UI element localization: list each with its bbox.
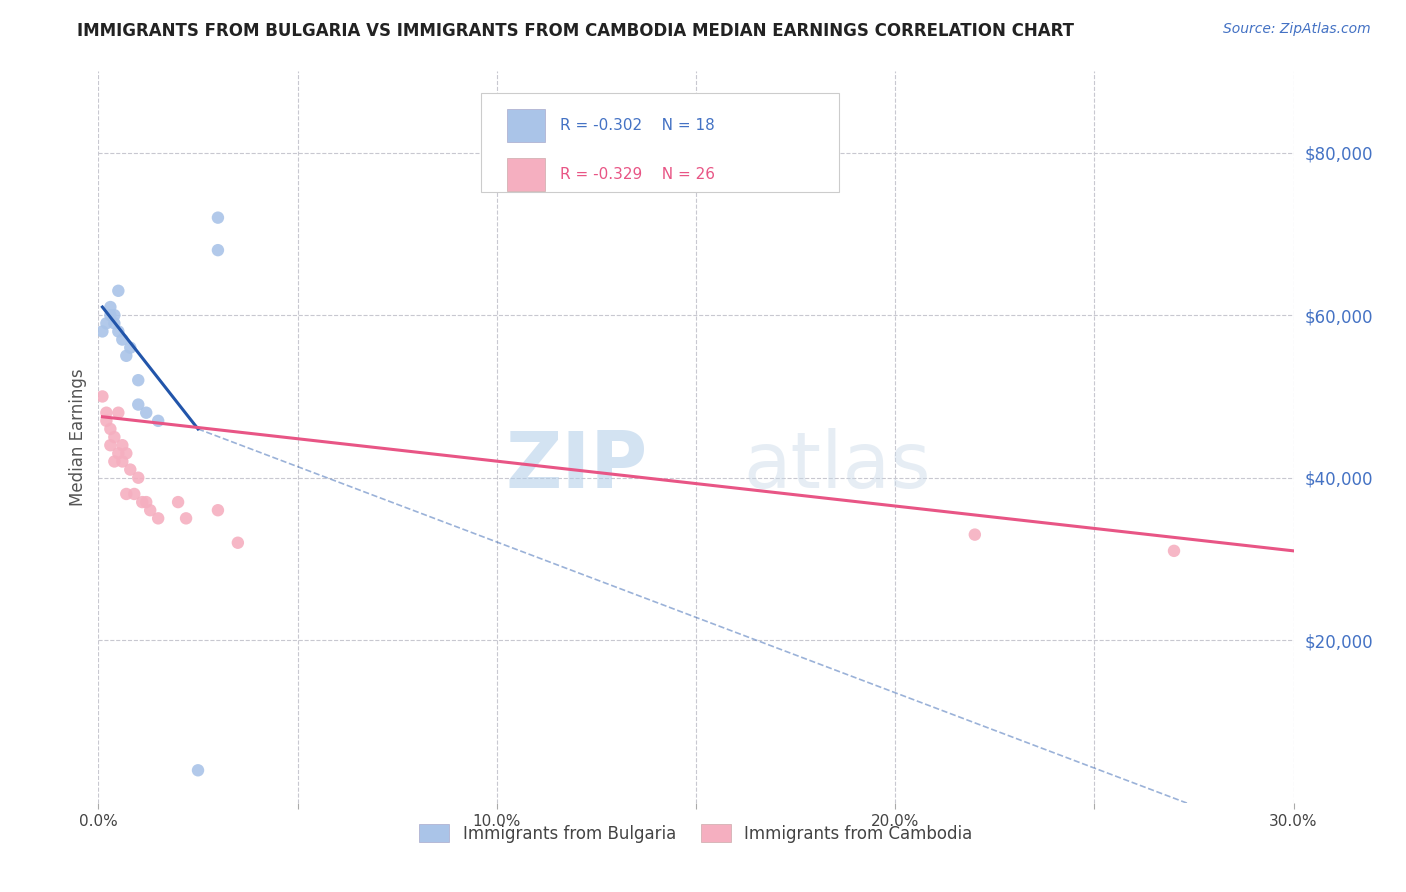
Point bbox=[98, 422, 122, 436]
Legend: Immigrants from Bulgaria, Immigrants from Cambodia: Immigrants from Bulgaria, Immigrants fro… bbox=[413, 818, 979, 849]
Point bbox=[187, 764, 209, 778]
Point bbox=[120, 462, 142, 476]
Bar bbox=[508, 159, 546, 191]
Point bbox=[107, 446, 129, 460]
Point bbox=[107, 284, 129, 298]
Text: atlas: atlas bbox=[744, 428, 931, 504]
Point bbox=[139, 503, 162, 517]
Point bbox=[98, 308, 122, 322]
Point bbox=[96, 414, 118, 428]
Point bbox=[103, 454, 125, 468]
Point bbox=[127, 398, 149, 412]
Point bbox=[115, 349, 138, 363]
Point bbox=[127, 373, 149, 387]
Point bbox=[131, 495, 153, 509]
Point bbox=[115, 487, 138, 501]
Point bbox=[1163, 544, 1185, 558]
Point bbox=[115, 446, 138, 460]
Point bbox=[174, 511, 197, 525]
Text: IMMIGRANTS FROM BULGARIA VS IMMIGRANTS FROM CAMBODIA MEDIAN EARNINGS CORRELATION: IMMIGRANTS FROM BULGARIA VS IMMIGRANTS F… bbox=[77, 22, 1074, 40]
Text: R = -0.329    N = 26: R = -0.329 N = 26 bbox=[560, 168, 714, 182]
Point bbox=[127, 471, 149, 485]
Text: ZIP: ZIP bbox=[506, 428, 648, 504]
Point bbox=[148, 511, 170, 525]
Point bbox=[111, 333, 134, 347]
Point bbox=[96, 406, 118, 420]
Point bbox=[98, 300, 122, 314]
Point bbox=[103, 316, 125, 330]
Point bbox=[107, 406, 129, 420]
Point bbox=[91, 389, 114, 403]
Point bbox=[96, 316, 118, 330]
Y-axis label: Median Earnings: Median Earnings bbox=[69, 368, 87, 506]
Bar bbox=[508, 110, 546, 143]
Text: Source: ZipAtlas.com: Source: ZipAtlas.com bbox=[1223, 22, 1371, 37]
FancyBboxPatch shape bbox=[481, 94, 839, 192]
Point bbox=[207, 243, 229, 257]
Point bbox=[120, 341, 142, 355]
Point bbox=[98, 438, 122, 452]
Point bbox=[103, 430, 125, 444]
Point bbox=[135, 495, 157, 509]
Point bbox=[207, 503, 229, 517]
Point bbox=[207, 211, 229, 225]
Point bbox=[167, 495, 190, 509]
Point bbox=[107, 325, 129, 339]
Point bbox=[148, 414, 170, 428]
Text: R = -0.302    N = 18: R = -0.302 N = 18 bbox=[560, 119, 714, 133]
Point bbox=[111, 438, 134, 452]
Point bbox=[124, 487, 146, 501]
Point bbox=[963, 527, 986, 541]
Point bbox=[135, 406, 157, 420]
Point bbox=[226, 535, 249, 549]
Point bbox=[111, 454, 134, 468]
Point bbox=[103, 308, 125, 322]
Point bbox=[91, 325, 114, 339]
